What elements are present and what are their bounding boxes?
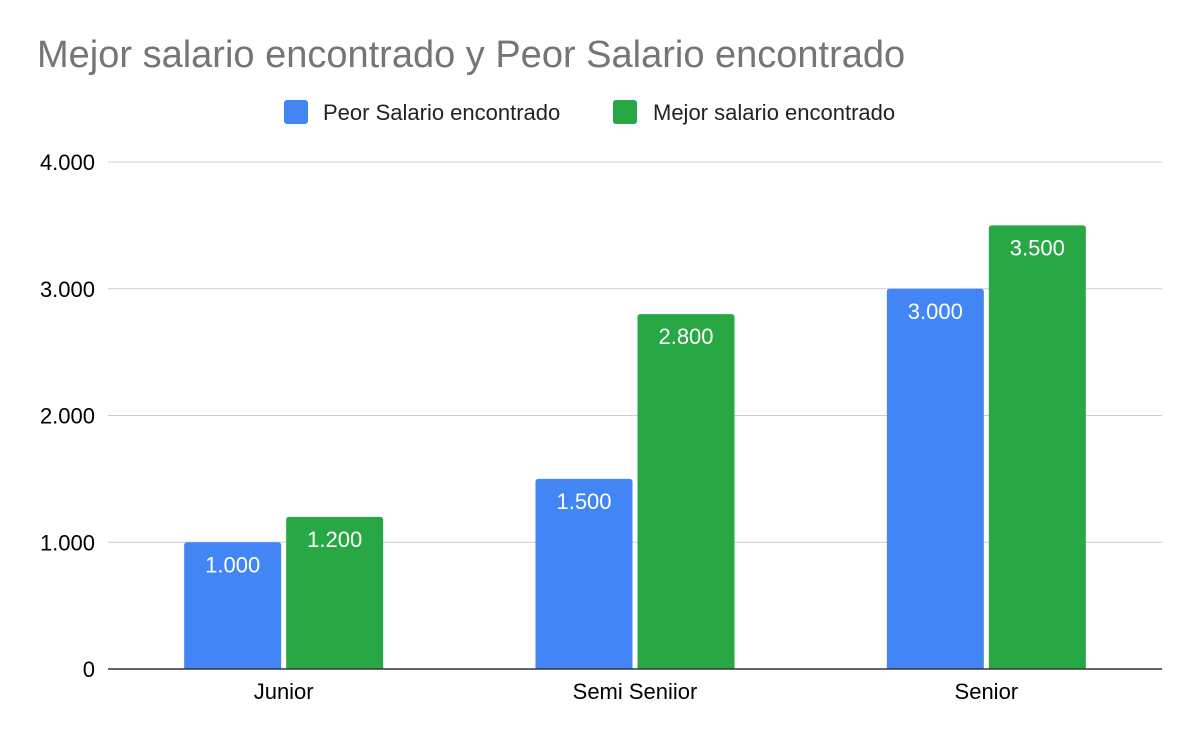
- bar-mejor-senior: [988, 225, 1086, 669]
- bar-mejor-junior: [286, 516, 384, 669]
- data-label: 2.800: [658, 324, 713, 349]
- bar-peor-senior: [886, 288, 984, 669]
- bar-peor-junior: [184, 542, 282, 669]
- legend-label: Mejor salario encontrado: [653, 100, 895, 125]
- y-axis: 0 1.000 2.000 3.000 4.000: [40, 150, 95, 682]
- bar-peor-semi-seniior: [535, 478, 633, 669]
- data-label: 1.200: [307, 527, 362, 552]
- x-tick-label: Semi Seniior: [573, 679, 698, 704]
- legend: Peor Salario encontrado Mejor salario enc…: [284, 100, 895, 125]
- chart-title: Mejor salario encontrado y Peor Salario …: [37, 34, 905, 76]
- data-label: 1.000: [205, 552, 260, 577]
- bar-mejor-semi-seniior: [637, 314, 735, 669]
- gridlines: [108, 161, 1162, 543]
- legend-label: Peor Salario encontrado: [323, 100, 560, 125]
- legend-swatch: [613, 100, 637, 124]
- data-label: 3.500: [1010, 235, 1065, 260]
- data-label: 1.500: [556, 489, 611, 514]
- bars: 1.000 1.200 1.500 2.800 3.000 3.500: [184, 225, 1086, 669]
- y-tick-label: 2.000: [40, 404, 95, 429]
- y-tick-label: 3.000: [40, 277, 95, 302]
- data-label: 3.000: [908, 299, 963, 324]
- x-axis: Junior Semi Seniior Senior: [108, 668, 1162, 704]
- x-tick-label: Junior: [254, 679, 314, 704]
- y-tick-label: 4.000: [40, 150, 95, 175]
- legend-swatch: [284, 100, 308, 124]
- y-tick-label: 1.000: [40, 530, 95, 555]
- y-tick-label: 0: [83, 657, 95, 682]
- x-tick-label: Senior: [955, 679, 1019, 704]
